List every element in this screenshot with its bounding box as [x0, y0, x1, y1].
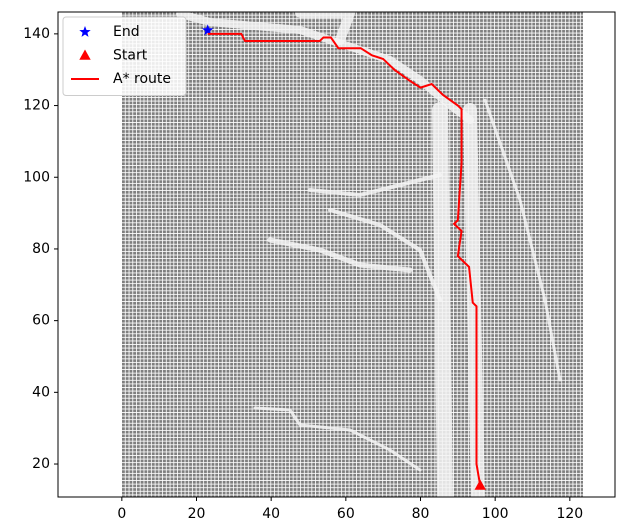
legend-marker: [79, 49, 91, 60]
route-line: [207, 32, 482, 486]
x-tick-label: 20: [188, 506, 206, 522]
y-tick-label: 80: [32, 241, 50, 257]
x-tick-label: 40: [262, 506, 280, 522]
legend-label: End: [113, 24, 140, 40]
legend-box: [62, 16, 187, 96]
y-tick-label: 100: [23, 169, 50, 185]
x-tick-label: 0: [117, 506, 126, 522]
legend-marker: [79, 26, 91, 37]
axes-frame: [57, 11, 616, 498]
y-tick-label: 140: [23, 26, 50, 42]
x-tick-label: 80: [412, 506, 430, 522]
y-tick-label: 60: [32, 313, 50, 329]
x-tick-label: 120: [556, 506, 583, 522]
point: [202, 24, 214, 36]
y-tick-label: 40: [32, 384, 50, 400]
y-tick-label: 20: [32, 456, 50, 472]
legend-label: Start: [113, 48, 148, 64]
y-tick-label: 120: [23, 98, 50, 114]
x-tick-label: 100: [482, 506, 509, 522]
x-tick-label: 60: [337, 506, 355, 522]
occupancy-map: [122, 12, 583, 497]
legend-label: A* route: [113, 71, 171, 87]
